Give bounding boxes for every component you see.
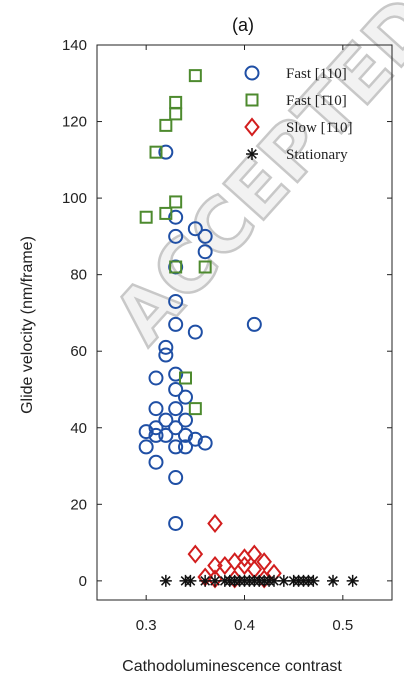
data-point-diamond (187, 544, 204, 564)
data-point-asterisk (346, 574, 359, 587)
data-point-circle (138, 439, 154, 455)
data-point-circle (168, 293, 184, 309)
legend-label-diamond: Slow [1̄10] (286, 120, 353, 136)
legend-label-asterisk: Stationary (286, 147, 348, 163)
data-point-circle (168, 209, 184, 225)
data-point-circle (187, 324, 203, 340)
data-point-diamond (236, 548, 253, 568)
legend-marker-circle (244, 65, 260, 81)
data-point-circle (197, 228, 213, 244)
data-point-asterisk (159, 574, 172, 587)
data-point-circle (138, 424, 154, 440)
legend: Fast [110] Fast [1̄10] Slow [1̄10] Stationa… (244, 65, 353, 163)
watermark: ACCEPTED (97, 0, 404, 360)
data-point-circle (178, 427, 193, 443)
x-tick-label: 0.5 (332, 617, 353, 634)
data-point-square (149, 145, 163, 159)
data-point-diamond (236, 555, 253, 576)
y-tick-label: 120 (62, 114, 87, 131)
data-point-circle (197, 435, 213, 451)
data-point-square (198, 260, 212, 274)
data-point-circle (168, 420, 184, 436)
data-point-circle (197, 244, 213, 260)
data-point-circle (148, 420, 164, 436)
data-point-circle (187, 221, 203, 237)
data-point-asterisk (327, 574, 339, 587)
legend-marker-diamond (244, 117, 260, 137)
x-tick-label: 0.4 (234, 617, 255, 634)
data-point-circle (148, 427, 164, 443)
y-tick-label: 100 (62, 190, 87, 207)
data-point-circle (158, 347, 174, 363)
legend-label-circle: Fast [110] (286, 66, 347, 82)
data-point-square (159, 206, 173, 220)
data-point-asterisk (209, 574, 221, 587)
data-point-circle (158, 339, 174, 355)
y-axis-label: Glide velocity (nm/frame) (19, 236, 36, 414)
data-point-square (169, 260, 183, 274)
data-points (138, 69, 359, 589)
data-point-circle (158, 412, 174, 428)
axis-ticks: 0.3 0.4 0.5 0 20 40 60 80 100 120 140 (62, 37, 392, 634)
data-point-diamond (207, 569, 223, 589)
data-point-circle (148, 401, 164, 417)
data-point-square (169, 107, 183, 121)
data-point-diamond (217, 555, 233, 576)
data-point-square (188, 402, 202, 416)
legend-label-square: Fast [1̄10] (286, 93, 347, 109)
y-tick-label: 140 (62, 37, 87, 54)
data-point-circle (246, 316, 262, 332)
data-point-circle (168, 228, 184, 244)
data-point-asterisk (307, 574, 320, 587)
y-tick-label: 80 (70, 267, 87, 284)
data-point-circle (168, 439, 184, 455)
data-point-circle (178, 439, 193, 455)
data-point-asterisk (184, 574, 197, 587)
y-tick-label: 20 (70, 496, 87, 513)
data-point-circle (168, 366, 184, 382)
data-point-square (169, 95, 183, 109)
data-point-square (159, 118, 173, 132)
data-point-circle (178, 389, 193, 405)
data-point-circle (158, 427, 174, 443)
data-point-circle (148, 454, 164, 470)
data-point-circle (168, 316, 184, 332)
legend-marker-square (245, 93, 259, 107)
data-point-square (139, 210, 153, 224)
x-tick-label: 0.3 (136, 617, 157, 634)
data-point-circle (168, 401, 184, 417)
data-point-circle (168, 515, 184, 531)
data-point-square (188, 69, 202, 83)
y-tick-label: 60 (70, 343, 87, 360)
data-point-circle (187, 431, 203, 447)
data-point-circle (178, 412, 193, 428)
data-point-circle (158, 144, 174, 160)
y-tick-label: 0 (79, 573, 87, 590)
y-tick-label: 40 (70, 420, 87, 437)
data-point-circle (168, 470, 184, 486)
panel-label: (a) (232, 15, 254, 35)
data-point-circle (168, 381, 184, 397)
data-point-circle (148, 370, 164, 386)
data-point-square (169, 195, 183, 209)
legend-marker-asterisk (246, 148, 258, 160)
data-point-square (179, 371, 192, 385)
data-point-diamond (207, 513, 223, 534)
x-axis-label: Cathodoluminescence contrast (122, 658, 342, 675)
